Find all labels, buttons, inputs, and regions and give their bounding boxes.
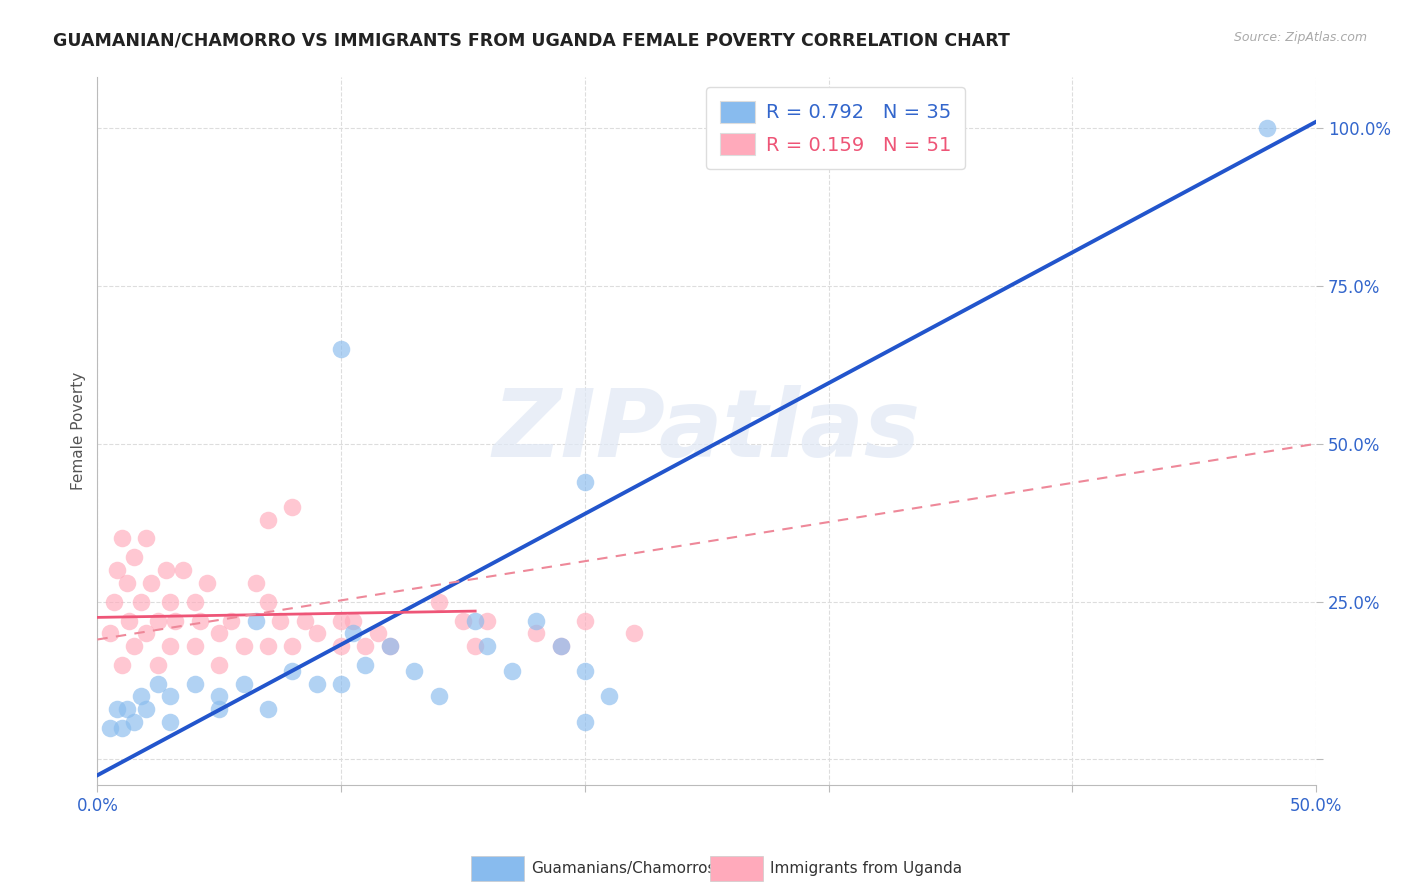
Point (129, 594, 152, 608)
Point (477, 614, 499, 628)
Point (135, 626, 157, 640)
Point (118, 614, 141, 628)
Point (208, 702, 231, 716)
Point (172, 563, 194, 577)
Legend: R = 0.792   N = 35, R = 0.159   N = 51: R = 0.792 N = 35, R = 0.159 N = 51 (706, 87, 965, 169)
Point (208, 626, 231, 640)
Point (342, 614, 364, 628)
Y-axis label: Female Poverty: Female Poverty (72, 372, 86, 491)
Point (159, 594, 181, 608)
Text: ZIPatlas: ZIPatlas (492, 385, 921, 477)
Point (139, 575, 162, 590)
Point (451, 614, 474, 628)
Point (148, 657, 170, 672)
Point (103, 594, 125, 608)
Point (122, 550, 145, 565)
Point (574, 475, 596, 489)
Point (404, 664, 426, 678)
Point (305, 676, 328, 690)
Point (330, 342, 353, 356)
Point (105, 702, 128, 716)
Point (477, 639, 499, 653)
Point (281, 639, 304, 653)
Point (269, 614, 291, 628)
Text: Guamanians/Chamorros: Guamanians/Chamorros (531, 862, 716, 876)
Point (232, 639, 254, 653)
Point (105, 563, 128, 577)
Text: GUAMANIAN/CHAMORRO VS IMMIGRANTS FROM UGANDA FEMALE POVERTY CORRELATION CHART: GUAMANIAN/CHAMORRO VS IMMIGRANTS FROM UG… (53, 31, 1011, 49)
Point (221, 614, 243, 628)
Point (257, 639, 280, 653)
Point (281, 500, 304, 514)
Point (294, 614, 316, 628)
Point (1256, 120, 1278, 135)
Point (115, 575, 138, 590)
Point (524, 614, 547, 628)
Point (232, 676, 254, 690)
Point (155, 563, 177, 577)
Point (305, 626, 328, 640)
Point (115, 702, 138, 716)
Point (208, 657, 231, 672)
Point (122, 714, 145, 729)
Point (524, 626, 547, 640)
Point (501, 664, 523, 678)
Point (281, 664, 304, 678)
Point (427, 690, 450, 704)
Point (245, 614, 267, 628)
Point (330, 639, 353, 653)
Point (159, 714, 181, 729)
Point (257, 512, 280, 526)
Point (184, 594, 207, 608)
Point (188, 614, 211, 628)
Point (623, 626, 645, 640)
Text: Immigrants from Uganda: Immigrants from Uganda (770, 862, 963, 876)
Point (122, 639, 145, 653)
Point (165, 614, 187, 628)
Point (354, 657, 377, 672)
Point (129, 690, 152, 704)
Point (354, 639, 377, 653)
Point (184, 639, 207, 653)
Point (111, 532, 134, 546)
Point (159, 690, 181, 704)
Point (135, 702, 157, 716)
Point (184, 676, 207, 690)
Point (195, 575, 218, 590)
Point (111, 657, 134, 672)
Point (378, 639, 401, 653)
Point (257, 702, 280, 716)
Point (257, 594, 280, 608)
Point (148, 614, 170, 628)
Point (574, 664, 596, 678)
Point (550, 639, 572, 653)
Point (550, 639, 572, 653)
Point (111, 721, 134, 735)
Point (598, 690, 620, 704)
Point (427, 594, 450, 608)
Text: Source: ZipAtlas.com: Source: ZipAtlas.com (1233, 31, 1367, 45)
Point (98, 626, 121, 640)
Point (245, 575, 267, 590)
Point (367, 626, 389, 640)
Point (464, 614, 486, 628)
Point (148, 676, 170, 690)
Point (159, 639, 181, 653)
Point (98, 721, 121, 735)
Point (342, 626, 364, 640)
Point (464, 639, 486, 653)
Point (208, 690, 231, 704)
Point (330, 614, 353, 628)
Point (330, 676, 353, 690)
Point (378, 639, 401, 653)
Point (574, 614, 596, 628)
Point (135, 532, 157, 546)
Point (574, 714, 596, 729)
